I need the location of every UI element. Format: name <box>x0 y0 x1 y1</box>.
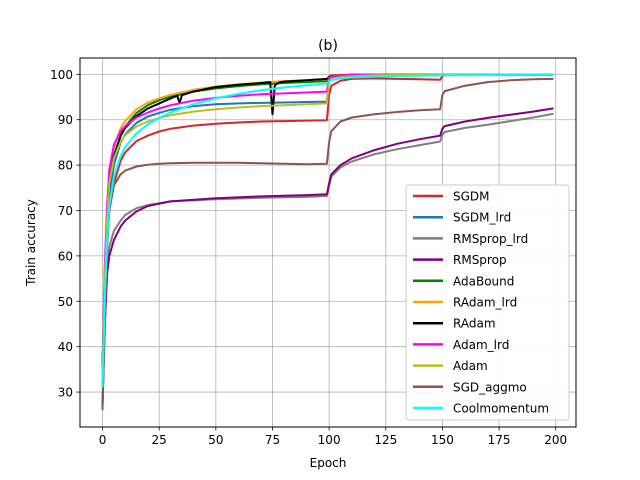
y-tick-label: 70 <box>58 204 73 218</box>
y-tick-label: 90 <box>58 113 73 127</box>
y-axis-label: Train accuracy <box>24 199 38 287</box>
legend-label-sgdm-lrd: SGDM_lrd <box>453 211 511 225</box>
series-line-sgdm <box>101 73 554 388</box>
legend-box <box>405 184 570 421</box>
x-tick-label: 25 <box>152 433 167 447</box>
legend-label-sgdm: SGDM <box>453 190 490 204</box>
legend-label-sgd-aggmo: SGD_aggmo <box>453 380 527 394</box>
y-tick-label: 40 <box>58 340 73 354</box>
x-tick-label: 0 <box>99 433 107 447</box>
legend-label-rmsprop-lrd: RMSprop_lrd <box>453 232 528 246</box>
x-tick-label: 100 <box>318 433 341 447</box>
legend: SGDM SGDM_lrd RMSprop_lrd RMSprop AdaBound RA… <box>405 184 570 421</box>
y-tick-label: 60 <box>58 249 73 263</box>
y-tick-label: 30 <box>58 386 73 400</box>
y-axis: 30 40 50 60 70 80 90 100 <box>50 68 80 400</box>
legend-label-radam-lrd: RAdam_lrd <box>453 296 517 310</box>
y-tick-label: 100 <box>50 68 73 82</box>
x-axis: 0 25 50 75 100 125 150 175 200 <box>99 427 567 447</box>
series-line-adam <box>101 73 554 379</box>
series-line-coolmomentum <box>101 73 554 388</box>
x-tick-label: 175 <box>488 433 511 447</box>
x-tick-label: 150 <box>431 433 454 447</box>
plot-frame <box>79 57 577 428</box>
chart-title: (b) <box>318 38 338 54</box>
legend-label-adam-lrd: Adam_lrd <box>453 338 509 352</box>
y-tick-label: 50 <box>58 295 73 309</box>
legend-label-adam: Adam <box>453 359 488 373</box>
series-line-sgd-aggmo <box>101 77 554 411</box>
legend-label-coolmomentum: Coolmomentum <box>453 402 549 416</box>
x-tick-label: 125 <box>374 433 397 447</box>
y-tick-label: 80 <box>58 159 73 173</box>
x-tick-label: 200 <box>544 433 567 447</box>
legend-label-rmsprop: RMSprop <box>453 253 507 267</box>
series-line-rmsprop <box>101 107 554 406</box>
x-tick-label: 75 <box>265 433 280 447</box>
legend-label-adabound: AdaBound <box>453 274 514 288</box>
series-lines <box>101 73 554 411</box>
x-axis-label: Epoch <box>310 456 347 470</box>
legend-label-radam: RAdam <box>453 317 496 331</box>
x-tick-label: 50 <box>208 433 223 447</box>
